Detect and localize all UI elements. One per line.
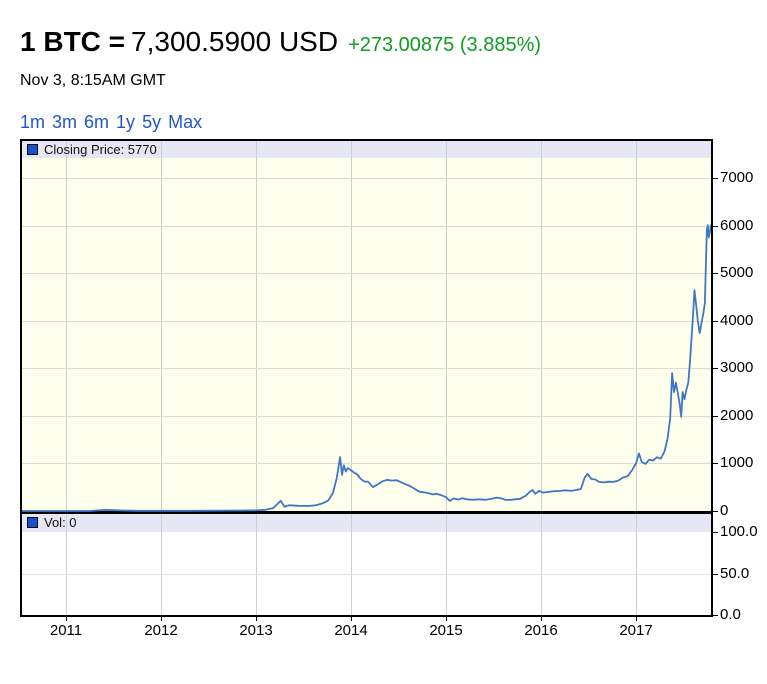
year-axis-tick [66, 617, 67, 621]
year-axis-label: 2011 [49, 622, 83, 639]
volume-legend-swatch-icon [27, 517, 38, 528]
price-legend-label: Closing Price: 5770 [44, 142, 157, 157]
range-links: 1m 3m 6m 1y 5y Max [20, 112, 209, 133]
price-change: +273.00875 (3.885%) [348, 34, 542, 56]
volume-axis-label: 100.0 [720, 523, 758, 540]
range-link-1y[interactable]: 1y [116, 112, 136, 132]
chart-canvas [22, 141, 711, 615]
year-axis-tick [541, 617, 542, 621]
price-axis-tick [713, 321, 718, 322]
price-axis-label: 3000 [720, 359, 754, 376]
price-axis-label: 4000 [720, 312, 754, 329]
price-axis-label: 2000 [720, 407, 754, 424]
year-axis-label: 2013 [239, 622, 273, 639]
volume-axis-tick [713, 574, 718, 575]
price-axis-tick [713, 463, 718, 464]
pair-label: 1 BTC = [20, 26, 126, 57]
price-value: 7,300.5900 USD [131, 26, 339, 57]
price-legend: Closing Price: 5770 [27, 143, 157, 157]
price-axis-tick [713, 416, 718, 417]
year-axis-tick [446, 617, 447, 621]
volume-axis-label: 50.0 [720, 565, 750, 582]
quote-title: 1 BTC = 7,300.5900 USD +273.00875 (3.885%) [20, 26, 541, 58]
year-axis-tick [256, 617, 257, 621]
year-axis-label: 2012 [144, 622, 178, 639]
year-axis-tick [161, 617, 162, 621]
price-axis-tick [713, 273, 718, 274]
range-link-1m[interactable]: 1m [20, 112, 46, 132]
volume-legend: Vol: 0 [27, 516, 77, 530]
year-axis-tick [351, 617, 352, 621]
volume-axis-label: 0.0 [720, 606, 741, 623]
volume-axis-tick [713, 532, 718, 533]
quote-timestamp: Nov 3, 8:15AM GMT [20, 72, 166, 89]
year-axis-tick [636, 617, 637, 621]
range-link-5y[interactable]: 5y [142, 112, 162, 132]
price-axis-label: 6000 [720, 217, 754, 234]
year-axis-label: 2015 [429, 622, 463, 639]
year-axis-label: 2014 [334, 622, 368, 639]
year-axis-label: 2017 [619, 622, 653, 639]
price-axis-label: 1000 [720, 454, 754, 471]
range-link-6m[interactable]: 6m [84, 112, 110, 132]
price-axis-tick [713, 178, 718, 179]
price-axis-label: 7000 [720, 169, 754, 186]
price-axis-label: 0 [720, 502, 729, 519]
price-chart: Closing Price: 5770 Vol: 0 [20, 139, 713, 617]
price-axis-tick [713, 511, 718, 512]
year-axis-label: 2016 [524, 622, 558, 639]
price-axis-tick [713, 368, 718, 369]
volume-legend-label: Vol: 0 [44, 515, 77, 530]
volume-axis-tick [713, 615, 718, 616]
range-link-3m[interactable]: 3m [52, 112, 78, 132]
price-legend-swatch-icon [27, 144, 38, 155]
price-axis-label: 5000 [720, 264, 754, 281]
price-axis-tick [713, 226, 718, 227]
range-link-max[interactable]: Max [168, 112, 203, 132]
